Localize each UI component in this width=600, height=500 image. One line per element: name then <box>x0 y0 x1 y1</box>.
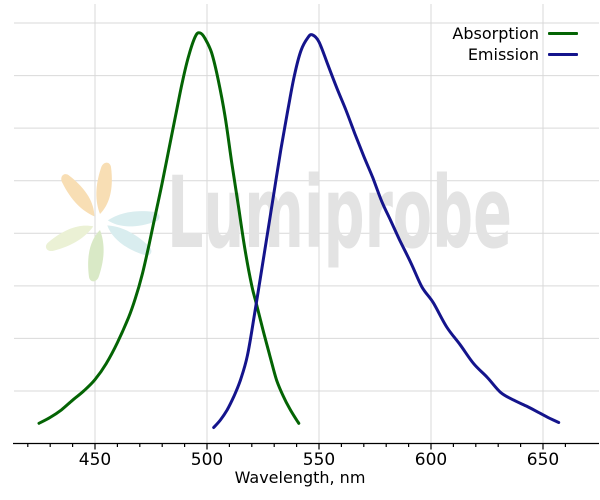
legend-label-absorption: Absorption <box>452 24 539 43</box>
legend-line-sample-absorption <box>548 32 578 35</box>
watermark-text: Lumiprobe <box>167 156 512 271</box>
x-tick-label: 650 <box>527 450 559 470</box>
x-tick-label: 500 <box>191 450 223 470</box>
gridlines <box>14 4 599 444</box>
legend-item-emission: Emission <box>452 44 578 65</box>
lumiprobe-logo-icon <box>45 162 160 282</box>
spectra-curves <box>37 31 561 429</box>
x-axis-label: Wavelength, nm <box>235 468 366 487</box>
legend: Absorption Emission <box>452 23 578 65</box>
x-tick-label: 550 <box>303 450 335 470</box>
x-axis: 450 500 550 600 650 <box>13 442 599 470</box>
x-tick-label: 600 <box>415 450 447 470</box>
x-tick-label: 450 <box>79 450 111 470</box>
watermark: Lumiprobe <box>45 156 512 282</box>
legend-item-absorption: Absorption <box>452 23 578 44</box>
legend-line-sample-emission <box>548 53 578 56</box>
legend-label-emission: Emission <box>467 45 539 64</box>
